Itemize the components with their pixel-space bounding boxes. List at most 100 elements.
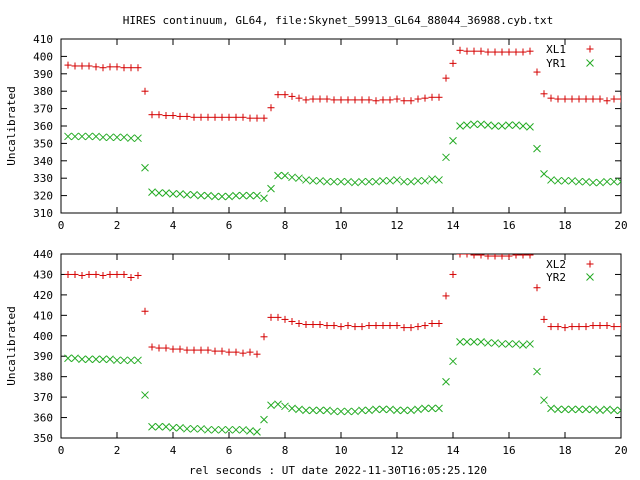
- point-yr1: [386, 176, 394, 185]
- y-tick-label: 340: [33, 155, 53, 168]
- point-yr2: [470, 338, 478, 346]
- point-yr1: [211, 192, 219, 201]
- point-yr2: [246, 426, 254, 435]
- x-tick-label: 20: [614, 219, 627, 232]
- point-xl2: [568, 323, 576, 331]
- point-xl1: [267, 104, 275, 112]
- y-tick-label: 350: [33, 137, 53, 150]
- point-xl1: [190, 113, 198, 121]
- point-xl2: [204, 346, 212, 354]
- point-xl1: [316, 95, 324, 103]
- point-yr2: [393, 406, 401, 415]
- point-xl1: [232, 113, 240, 121]
- point-yr2: [323, 406, 331, 415]
- point-xl2: [603, 322, 611, 330]
- point-yr1: [330, 177, 338, 186]
- point-xl2: [246, 348, 254, 356]
- point-xl1: [477, 47, 485, 55]
- point-xl1: [456, 46, 464, 54]
- point-xl1: [197, 113, 205, 121]
- point-yr2: [365, 406, 373, 415]
- point-xl1: [561, 95, 569, 103]
- point-xl2: [141, 307, 149, 315]
- x-tick-label: 6: [226, 444, 233, 457]
- point-yr1: [204, 191, 212, 200]
- point-xl2: [379, 322, 387, 330]
- x-tick-label: 12: [390, 444, 403, 457]
- point-yr1: [113, 133, 121, 142]
- point-yr2: [414, 405, 422, 414]
- y-tick-label: 400: [33, 50, 53, 63]
- point-xl2: [456, 254, 464, 258]
- point-yr2: [386, 405, 394, 414]
- point-yr2: [533, 367, 541, 376]
- point-yr2: [568, 405, 576, 414]
- point-yr2: [288, 404, 296, 413]
- point-yr1: [120, 133, 128, 142]
- point-yr1: [435, 176, 443, 184]
- point-yr2: [498, 340, 506, 348]
- point-xl2: [365, 322, 373, 330]
- y-tick-label: 420: [33, 289, 53, 302]
- point-xl2: [120, 270, 128, 278]
- point-xl2: [505, 254, 513, 260]
- point-xl1: [99, 64, 107, 72]
- point-xl1: [218, 113, 226, 121]
- x-tick-label: 10: [334, 444, 347, 457]
- point-yr2: [162, 422, 170, 431]
- x-tick-label: 8: [282, 444, 289, 457]
- point-yr2: [106, 355, 114, 364]
- point-xl2: [351, 323, 359, 331]
- point-yr1: [127, 134, 135, 143]
- point-xl1: [393, 95, 401, 103]
- point-xl2: [484, 254, 492, 260]
- plot-frame: [60, 38, 622, 214]
- point-xl1: [225, 113, 233, 121]
- point-xl2: [225, 348, 233, 356]
- x-axis-label: rel seconds : UT date 2022-11-30T16:05:2…: [189, 464, 487, 477]
- point-yr1: [218, 192, 226, 201]
- point-xl2: [533, 284, 541, 292]
- point-xl2: [155, 344, 163, 352]
- point-xl1: [78, 62, 86, 70]
- x-tick-label: 16: [502, 444, 515, 457]
- point-xl1: [183, 112, 191, 120]
- point-xl1: [533, 68, 541, 76]
- point-xl1: [64, 61, 72, 69]
- point-xl1: [554, 95, 562, 103]
- point-xl2: [561, 324, 569, 332]
- point-yr2: [428, 404, 436, 413]
- point-yr1: [617, 177, 621, 186]
- point-xl2: [64, 270, 72, 278]
- point-yr1: [589, 178, 597, 187]
- point-yr2: [309, 406, 317, 415]
- point-yr2: [582, 405, 590, 414]
- legend-marker: [586, 260, 594, 268]
- point-yr2: [183, 424, 191, 433]
- point-yr1: [463, 121, 471, 129]
- point-xl1: [309, 95, 317, 103]
- point-yr2: [239, 425, 247, 434]
- point-xl1: [288, 92, 296, 100]
- point-yr2: [302, 406, 310, 415]
- x-tick-label: 16: [502, 219, 515, 232]
- point-yr1: [351, 178, 359, 187]
- point-yr2: [512, 340, 520, 348]
- point-xl2: [547, 323, 555, 331]
- point-yr2: [407, 406, 415, 415]
- point-xl2: [477, 254, 485, 259]
- point-xl2: [197, 346, 205, 354]
- point-yr1: [162, 189, 170, 197]
- point-xl2: [260, 333, 268, 341]
- point-xl1: [176, 112, 184, 120]
- x-tick-label: 4: [170, 219, 177, 232]
- point-xl1: [134, 64, 142, 72]
- point-yr1: [274, 171, 282, 180]
- point-yr2: [141, 391, 149, 399]
- point-yr1: [246, 191, 254, 200]
- y-tick-label: 390: [33, 68, 53, 81]
- point-yr2: [484, 339, 492, 347]
- point-xl2: [407, 324, 415, 332]
- point-xl1: [372, 97, 380, 105]
